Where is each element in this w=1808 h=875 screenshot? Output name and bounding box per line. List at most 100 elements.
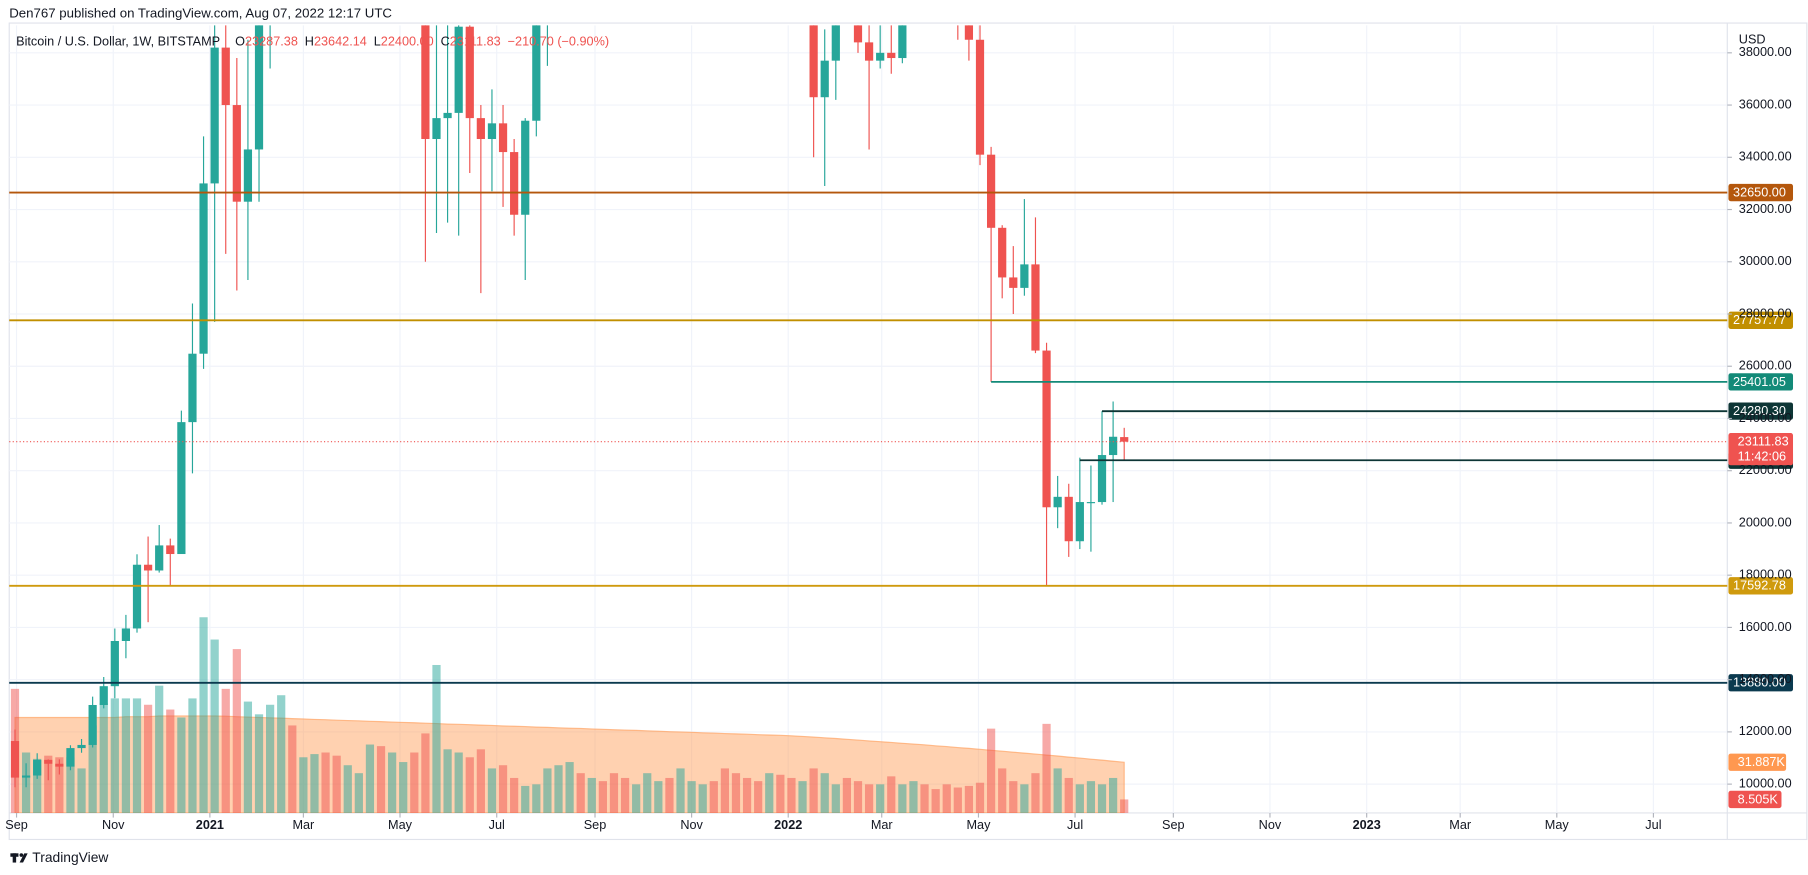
volume-bar — [77, 768, 86, 813]
volume-bar — [731, 773, 741, 813]
level-label-box — [1728, 183, 1794, 202]
volume-bar — [1075, 784, 1084, 813]
candle-body — [1009, 277, 1018, 288]
volume-bar — [1020, 784, 1029, 813]
candle-body — [975, 39, 985, 155]
candle-body — [421, 25, 430, 140]
volume-bar — [975, 782, 985, 813]
volume-bar — [365, 744, 375, 813]
candle-body — [898, 25, 907, 59]
volume-bar — [765, 773, 774, 813]
candle-body — [88, 704, 97, 745]
volume-bar — [132, 698, 142, 813]
candle-body — [1120, 437, 1129, 442]
volume-bar — [299, 757, 308, 813]
countdown: 11:42:06 — [1738, 450, 1786, 464]
volume-bar — [754, 781, 763, 813]
volume-bar — [842, 777, 852, 813]
x-tick-label: Jul — [489, 818, 505, 832]
level-label: 17592.78 — [1733, 579, 1786, 593]
volume-bar — [720, 768, 729, 813]
volume-ma-label: 31.887K — [1738, 755, 1786, 769]
candle-body — [1097, 455, 1107, 503]
volume-bar — [1097, 784, 1107, 813]
volume-bar — [143, 704, 153, 813]
legend-key: L — [374, 35, 381, 49]
volume-bar — [742, 777, 752, 813]
volume-bar — [532, 784, 541, 813]
volume-bar — [476, 749, 485, 813]
volume-bar — [432, 664, 441, 813]
candle-body — [243, 149, 253, 202]
y-tick-label: 20000.00 — [1739, 515, 1792, 529]
candle-body — [887, 52, 896, 59]
candle-body — [532, 25, 541, 121]
volume-bar — [243, 701, 253, 813]
volume-bar — [1109, 777, 1118, 813]
level-label: 13880.00 — [1733, 676, 1786, 690]
volume-bar — [521, 785, 530, 813]
y-tick-label: 24000.00 — [1739, 411, 1792, 425]
volume-bar — [1086, 781, 1096, 813]
candle-body — [831, 25, 840, 61]
x-tick-label: 2023 — [1353, 818, 1381, 832]
y-tick-label: 32000.00 — [1739, 202, 1792, 216]
volume-bar — [654, 781, 663, 813]
volume-bar — [632, 784, 641, 813]
candle-body — [864, 42, 874, 61]
volume-ma-label-box — [1728, 753, 1787, 771]
candles — [10, 25, 1129, 788]
symbol: Bitcoin / U.S. Dollar, 1W, BITSTAMP — [16, 35, 220, 49]
candle-body — [66, 748, 75, 767]
volume-bar — [876, 784, 885, 813]
last-price-label: 23111.83 — [1738, 435, 1789, 449]
volume-bar — [986, 728, 996, 813]
volume-bar — [565, 762, 574, 813]
volume-bar — [1031, 773, 1040, 813]
volume-bar — [376, 746, 386, 813]
volume-bar — [820, 773, 829, 813]
brand-logo: TradingView — [10, 849, 109, 865]
candle-body — [432, 118, 441, 140]
candle-body — [454, 26, 463, 113]
levels: 32650.0027757.7725401.0524280.3022401.00… — [9, 183, 1794, 809]
volume-bar — [399, 762, 408, 813]
volume-bar — [776, 774, 785, 813]
y-tick-label: 36000.00 — [1739, 97, 1792, 111]
volume-bar — [188, 698, 197, 813]
candle-body — [21, 775, 31, 778]
volume-bar — [942, 784, 951, 813]
volume-bar — [354, 773, 363, 813]
volume-bar — [609, 773, 619, 813]
y-tick-label: 12000.00 — [1739, 724, 1792, 738]
candle-body — [1086, 502, 1096, 504]
volume-bar — [687, 781, 696, 813]
candle-body — [254, 25, 264, 150]
y-tick-label: 18000.00 — [1739, 568, 1792, 582]
volume-bar — [953, 787, 962, 813]
volume-bar — [66, 757, 75, 813]
candle-body — [55, 763, 64, 767]
volume-bar — [698, 784, 707, 813]
candle-body — [143, 564, 153, 571]
brand: TradingView — [32, 849, 109, 865]
volume-bar — [998, 768, 1007, 813]
volume-label-box — [1728, 790, 1782, 809]
candle-body — [876, 52, 885, 61]
x-tick-label: Sep — [584, 818, 607, 832]
volume-bar — [587, 777, 596, 813]
candle-body — [521, 120, 530, 215]
y-tick-label: 10000.00 — [1739, 776, 1792, 790]
y-tick-label: 30000.00 — [1739, 254, 1792, 268]
volume-bar — [177, 717, 186, 813]
volume-bar — [1042, 723, 1051, 813]
volume-bar — [443, 749, 452, 813]
volume-bar — [853, 781, 863, 813]
legend-value: 23287.38 — [245, 35, 298, 49]
candle-body — [487, 123, 497, 140]
volume-bar — [620, 777, 630, 813]
level-label-box — [1728, 674, 1794, 692]
candle-body — [498, 123, 508, 153]
last-price-box — [1728, 433, 1794, 466]
volume-bar — [465, 757, 474, 813]
